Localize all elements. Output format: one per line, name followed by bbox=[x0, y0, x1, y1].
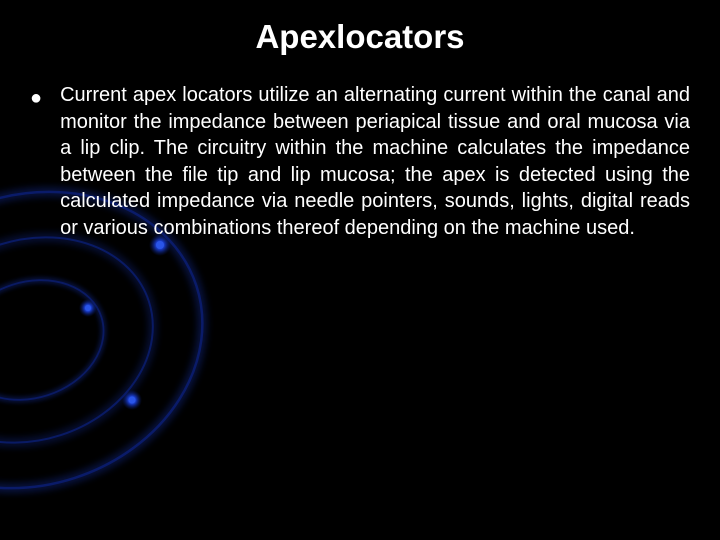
slide-title: Apexlocators bbox=[0, 18, 720, 56]
bullet-item: ● Current apex locators utilize an alter… bbox=[30, 82, 690, 241]
body-text: Current apex locators utilize an alterna… bbox=[60, 82, 690, 241]
bullet-icon: ● bbox=[30, 84, 42, 112]
slide-content: ● Current apex locators utilize an alter… bbox=[30, 82, 690, 241]
slide: Apexlocators ● Current apex locators uti… bbox=[0, 0, 720, 540]
